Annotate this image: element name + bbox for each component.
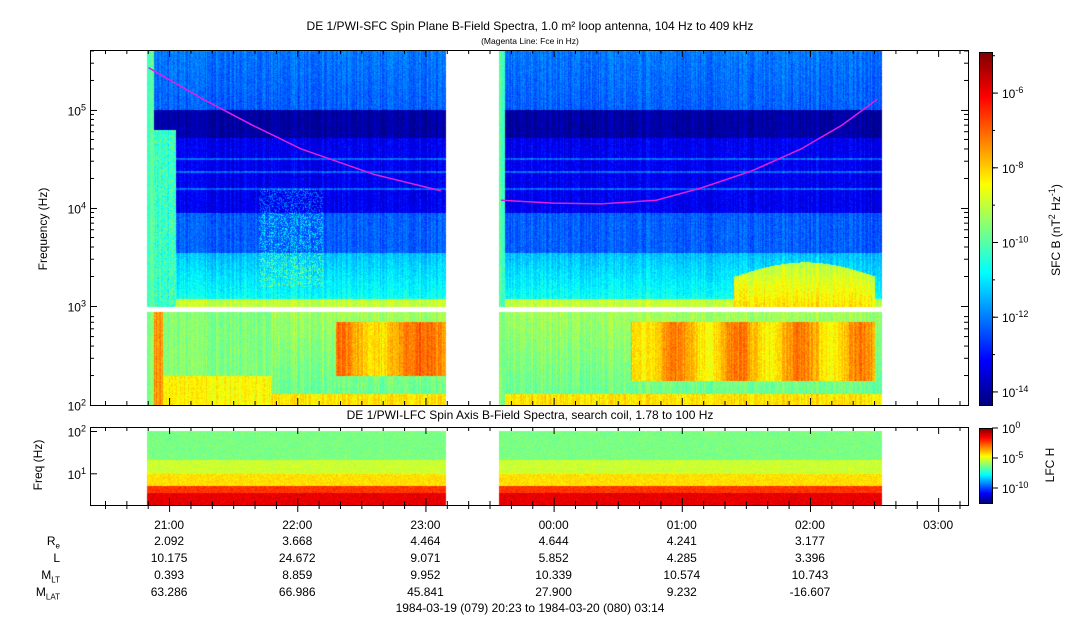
ephemeris-value: 27.900 xyxy=(535,585,572,599)
ephemeris-value: 2.092 xyxy=(154,534,185,548)
fce-line-1 xyxy=(501,98,879,205)
ephemeris-name: M xyxy=(41,568,52,582)
sfc-cb-tick-label: 10-10 xyxy=(1002,235,1028,251)
ephemeris-value: 5.852 xyxy=(538,551,569,565)
xtick-label: 21:00 xyxy=(154,518,185,532)
ephemeris-value: 24.672 xyxy=(278,551,316,565)
ephemeris-row-label: L xyxy=(20,551,60,565)
lfc-title: DE 1/PWI-LFC Spin Axis B-Field Spectra, … xyxy=(346,408,714,422)
ephemeris-value: 10.175 xyxy=(150,551,188,565)
lfc-spectrogram xyxy=(90,427,968,505)
sfc-frame xyxy=(90,50,969,406)
xtick-label: 01:00 xyxy=(666,518,697,532)
ephemeris-value: 10.339 xyxy=(535,568,572,582)
ephemeris-row-label: Re xyxy=(20,534,60,550)
sfc-ytick-label: 103 xyxy=(68,299,86,315)
ephemeris-value: 4.644 xyxy=(538,534,569,548)
ephemeris-row-label: MLAT xyxy=(20,585,60,601)
sfc-title: DE 1/PWI-SFC Spin Plane B-Field Spectra,… xyxy=(306,19,754,33)
ephemeris-value: 4.285 xyxy=(666,551,697,565)
lfc-cb-tick-label: 10-5 xyxy=(1002,450,1023,466)
sfc-subtitle: (Magenta Line: Fce in Hz) xyxy=(481,36,579,46)
ephemeris-value: 0.393 xyxy=(154,568,185,582)
ephemeris-sub: LT xyxy=(51,575,60,585)
cb-label-main: SFC B (nT xyxy=(1049,219,1063,276)
ephemeris-value: 3.396 xyxy=(794,551,825,565)
sfc-cb-tick-label: 10-12 xyxy=(1002,309,1028,325)
ephemeris-value: 3.668 xyxy=(282,534,313,548)
lfc-ylabel: Freq (Hz) xyxy=(31,439,45,491)
ephemeris-name: L xyxy=(53,551,60,565)
ephemeris-value: 66.986 xyxy=(278,585,316,599)
sfc-cb-tick-label: 10-8 xyxy=(1002,160,1023,176)
lfc-ytick-label: 102 xyxy=(68,424,86,440)
cb-label-sup2: -1 xyxy=(1047,188,1057,197)
sfc-colorbar-frame xyxy=(979,52,993,406)
lfc-colorbar-label: LFC H xyxy=(1043,447,1057,483)
ephemeris-sub: e xyxy=(55,541,60,551)
sfc-colorbar-label: SFC B (nT2 Hz-1) xyxy=(1047,165,1063,295)
sfc-ytick-label: 102 xyxy=(68,398,86,414)
sfc-ylabel: Frequency (Hz) xyxy=(36,187,50,271)
time-range: 1984-03-19 (079) 20:23 to 1984-03-20 (08… xyxy=(395,601,665,615)
ephemeris-value: 8.859 xyxy=(282,568,313,582)
lfc-ytick-label: 101 xyxy=(68,466,86,482)
lfc-cb-tick-label: 10-10 xyxy=(1002,480,1028,496)
xtick-label: 02:00 xyxy=(794,518,825,532)
sfc-cb-tick-label: 10-14 xyxy=(1002,384,1028,400)
fce-line-0 xyxy=(148,67,441,192)
cb-label-sup: 2 xyxy=(1047,214,1057,220)
lfc-frame xyxy=(90,427,969,506)
sfc-spectrogram xyxy=(90,50,968,405)
ephemeris-value: 4.464 xyxy=(410,534,441,548)
ephemeris-value: 45.841 xyxy=(407,585,444,599)
ephemeris-value: -16.607 xyxy=(789,585,831,599)
xtick-label: 00:00 xyxy=(538,518,569,532)
ephemeris-value: 4.241 xyxy=(666,534,697,548)
ephemeris-row-label: MLT xyxy=(20,568,60,584)
lfc-colorbar-frame xyxy=(979,428,993,504)
sfc-ytick-label: 105 xyxy=(68,102,86,118)
ephemeris-value: 9.232 xyxy=(666,585,697,599)
ephemeris-value: 10.743 xyxy=(791,568,829,582)
ephemeris-value: 9.071 xyxy=(410,551,441,565)
sfc-colorbar xyxy=(979,52,992,405)
lfc-colorbar xyxy=(979,428,992,503)
ephemeris-sub: LAT xyxy=(45,592,60,602)
xtick-label: 03:00 xyxy=(923,518,954,532)
xtick-label: 22:00 xyxy=(282,518,313,532)
sfc-ytick-label: 104 xyxy=(68,200,86,216)
ephemeris-name: M xyxy=(35,585,46,599)
cb-label-mid: Hz xyxy=(1049,196,1063,215)
ephemeris-value: 10.574 xyxy=(663,568,701,582)
ephemeris-value: 63.286 xyxy=(150,585,188,599)
ephemeris-value: 3.177 xyxy=(794,534,825,548)
ephemeris-value: 9.952 xyxy=(410,568,441,582)
cb-label-end: ) xyxy=(1049,184,1063,189)
lfc-cb-tick-label: 100 xyxy=(1002,420,1020,436)
sfc-cb-tick-label: 10-6 xyxy=(1002,85,1023,101)
xtick-label: 23:00 xyxy=(410,518,441,532)
ephemeris-name: R xyxy=(46,534,56,548)
